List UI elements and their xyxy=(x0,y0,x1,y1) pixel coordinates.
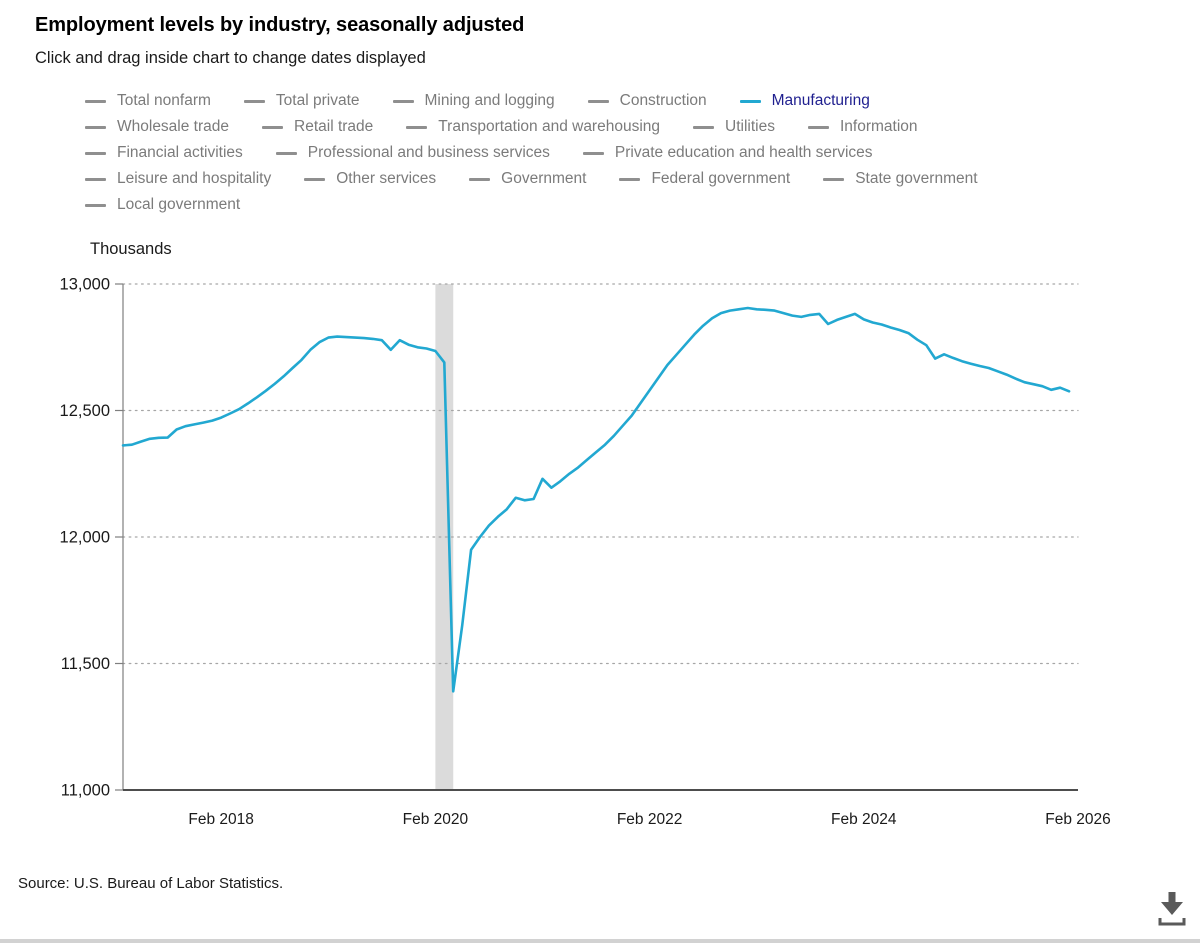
series-dash-icon xyxy=(85,151,106,155)
legend-item-label: Manufacturing xyxy=(771,92,870,109)
series-dash-icon xyxy=(807,125,829,129)
legend-item-label: Retail trade xyxy=(294,118,374,135)
legend-item-label: Leisure and hospitality xyxy=(117,170,272,187)
page-subtitle: Click and drag inside chart to change da… xyxy=(35,49,426,67)
legend-item-manufacturing[interactable]: Manufacturing xyxy=(739,92,870,110)
legend-item-label: Total private xyxy=(275,92,360,109)
series-dash-icon xyxy=(85,203,106,207)
legend-item-other-services[interactable]: Other services xyxy=(304,170,436,188)
legend-item-label: Construction xyxy=(619,92,707,109)
series-dash-icon xyxy=(85,99,106,103)
legend-row: Local government xyxy=(85,192,1155,218)
series-dash-icon xyxy=(619,177,641,181)
page-title: Employment levels by industry, seasonall… xyxy=(35,14,525,36)
legend-item-total-nonfarm[interactable]: Total nonfarm xyxy=(85,92,211,110)
y-tick-label: 11,500 xyxy=(61,655,110,673)
legend-row: Financial activities Professional and bus… xyxy=(85,140,1155,166)
legend-item-transportation-and-warehousing[interactable]: Transportation and warehousing xyxy=(406,118,660,136)
legend-item-label: Information xyxy=(839,118,918,135)
x-tick-label: Feb 2026 xyxy=(1045,811,1111,828)
legend-item-private-education-and-health-services[interactable]: Private education and health services xyxy=(582,144,873,162)
y-tick-label: 12,500 xyxy=(60,402,110,420)
legend-item-professional-and-business-services[interactable]: Professional and business services xyxy=(275,144,550,162)
y-tick-label: 11,000 xyxy=(61,782,110,800)
series-dash-icon xyxy=(587,99,609,103)
manufacturing-series-line xyxy=(121,306,1071,693)
legend-row: Total nonfarm Total private Mining and log… xyxy=(85,88,1155,114)
series-dash-icon xyxy=(85,125,106,129)
series-dash-icon xyxy=(823,177,845,181)
series-dash-icon xyxy=(469,177,491,181)
legend-row: Wholesale trade Retail trade Transportatio… xyxy=(85,114,1155,140)
legend-item-information[interactable]: Information xyxy=(807,118,918,136)
x-tick-label: Feb 2022 xyxy=(617,811,683,828)
legend-item-label: Transportation and warehousing xyxy=(438,118,661,135)
legend-item-utilities[interactable]: Utilities xyxy=(693,118,775,136)
legend-item-construction[interactable]: Construction xyxy=(587,92,707,110)
legend-item-total-private[interactable]: Total private xyxy=(243,92,360,110)
legend-item-label: Other services xyxy=(336,170,437,187)
legend-item-retail-trade[interactable]: Retail trade xyxy=(262,118,373,136)
legend-item-government[interactable]: Government xyxy=(469,170,586,188)
legend-item-label: Total nonfarm xyxy=(117,92,211,109)
series-dash-icon xyxy=(85,177,106,181)
x-tick-label: Feb 2020 xyxy=(403,811,469,828)
series-dash-icon xyxy=(582,151,604,155)
legend-item-leisure-and-hospitality[interactable]: Leisure and hospitality xyxy=(85,170,271,188)
legend-item-mining-and-logging[interactable]: Mining and logging xyxy=(392,92,555,110)
y-tick-label: 13,000 xyxy=(60,276,110,294)
legend-item-label: Mining and logging xyxy=(424,92,555,109)
series-dash-icon xyxy=(739,99,761,103)
legend: Total nonfarm Total private Mining and log… xyxy=(85,88,1155,218)
legend-item-state-government[interactable]: State government xyxy=(823,170,978,188)
legend-item-label: Private education and health services xyxy=(614,144,873,161)
bottom-divider xyxy=(0,939,1200,943)
legend-item-financial-activities[interactable]: Financial activities xyxy=(85,144,243,162)
legend-item-label: Federal government xyxy=(651,170,791,187)
legend-item-wholesale-trade[interactable]: Wholesale trade xyxy=(85,118,229,136)
legend-item-label: Utilities xyxy=(725,118,775,135)
legend-item-label: State government xyxy=(855,170,978,187)
legend-item-federal-government[interactable]: Federal government xyxy=(619,170,790,188)
y-tick-label: 12,000 xyxy=(60,529,110,547)
series-dash-icon xyxy=(392,99,414,103)
x-tick-label: Feb 2024 xyxy=(831,811,897,828)
series-dash-icon xyxy=(243,99,265,103)
legend-item-local-government[interactable]: Local government xyxy=(85,196,240,214)
series-dash-icon xyxy=(304,177,326,181)
legend-item-label: Professional and business services xyxy=(307,144,550,161)
y-axis-unit-label: Thousands xyxy=(90,240,172,258)
series-dash-icon xyxy=(406,125,428,129)
source-text: Source: U.S. Bureau of Labor Statistics. xyxy=(18,875,284,892)
download-button[interactable] xyxy=(1150,886,1194,932)
legend-item-label: Financial activities xyxy=(117,144,243,161)
series-dash-icon xyxy=(262,125,284,129)
legend-item-label: Local government xyxy=(117,196,241,213)
legend-row: Leisure and hospitality Other services Gov… xyxy=(85,166,1155,192)
legend-item-label: Wholesale trade xyxy=(117,118,230,135)
chart-drag-area[interactable] xyxy=(123,284,1078,790)
series-dash-icon xyxy=(275,151,297,155)
x-tick-label: Feb 2018 xyxy=(188,811,254,828)
download-icon xyxy=(1158,892,1186,926)
series-dash-icon xyxy=(693,125,715,129)
legend-item-label: Government xyxy=(501,170,587,187)
